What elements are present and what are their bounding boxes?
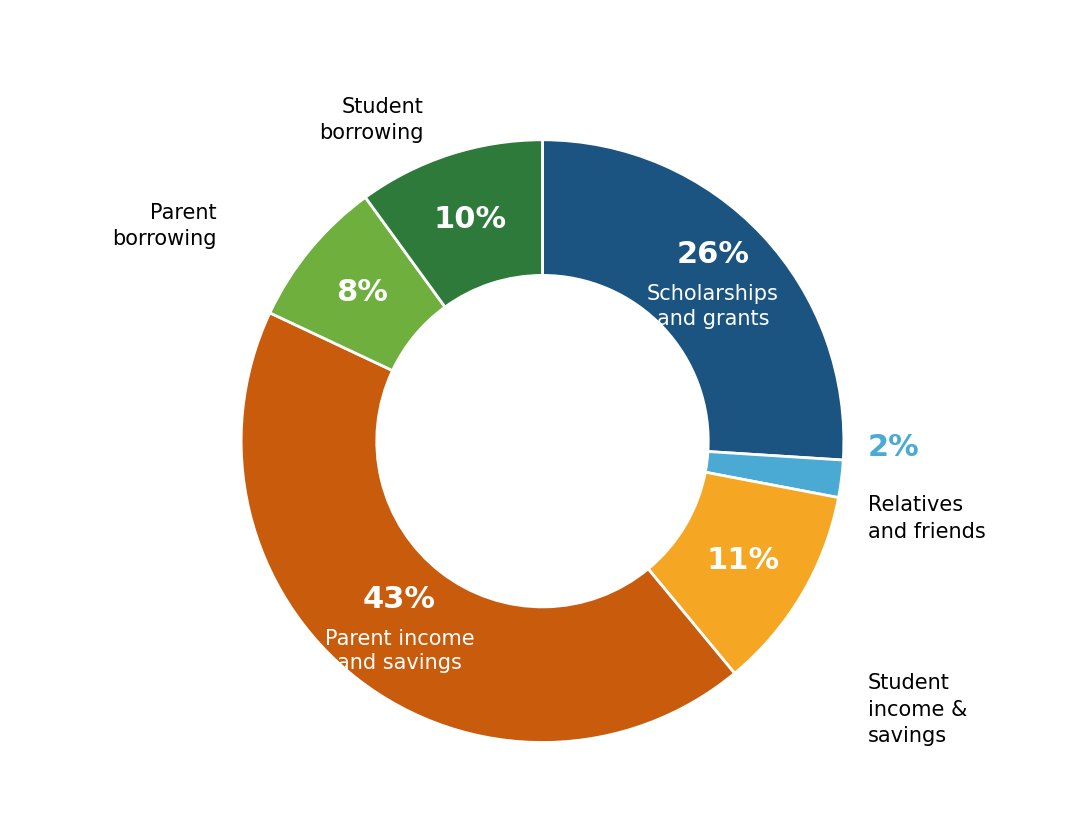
Wedge shape <box>366 140 542 307</box>
Text: 10%: 10% <box>434 205 507 233</box>
Text: Relatives
and friends: Relatives and friends <box>868 496 985 542</box>
Text: 8%: 8% <box>336 278 388 307</box>
Text: 26%: 26% <box>676 240 750 269</box>
Wedge shape <box>270 197 445 371</box>
Text: Parent income
and savings: Parent income and savings <box>324 629 474 673</box>
Wedge shape <box>648 472 839 673</box>
Wedge shape <box>241 313 735 742</box>
Text: Scholarships
and grants: Scholarships and grants <box>647 284 779 329</box>
Wedge shape <box>542 140 844 460</box>
Wedge shape <box>705 451 843 497</box>
Text: 11%: 11% <box>707 546 780 575</box>
Text: 2%: 2% <box>868 433 920 462</box>
Text: 43%: 43% <box>362 584 436 614</box>
Text: Student
borrowing: Student borrowing <box>319 97 423 143</box>
Text: Parent
borrowing: Parent borrowing <box>113 203 217 249</box>
Text: Student
income &
savings: Student income & savings <box>868 673 968 746</box>
